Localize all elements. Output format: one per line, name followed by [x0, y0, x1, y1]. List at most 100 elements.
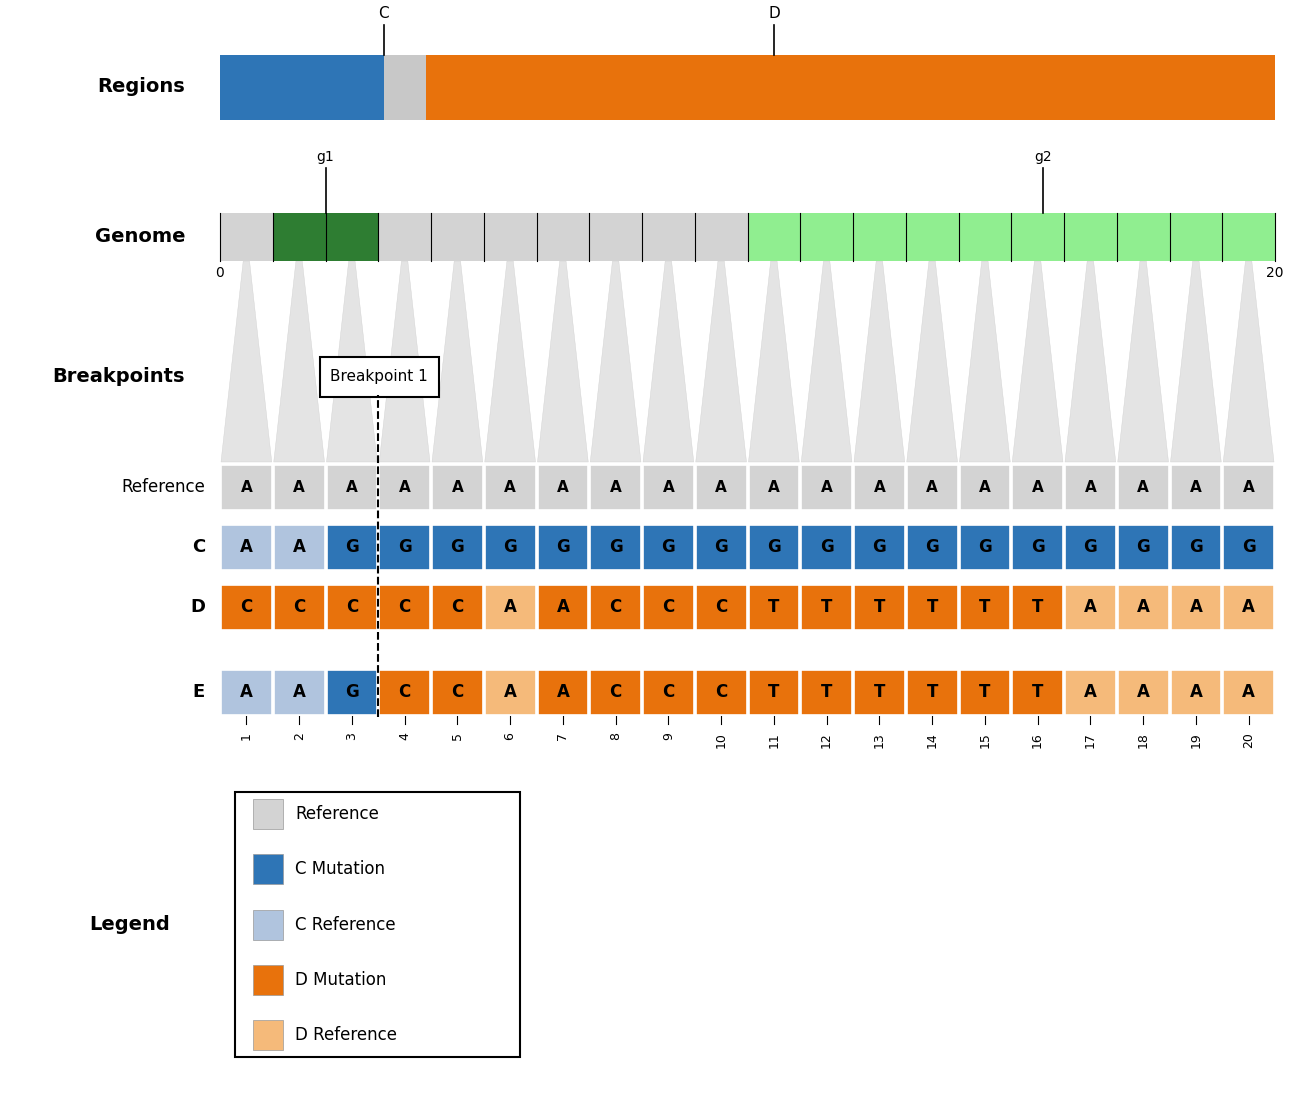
FancyBboxPatch shape	[1065, 465, 1116, 509]
Text: 18: 18	[1137, 732, 1150, 748]
Text: 1: 1	[240, 732, 253, 739]
Text: A: A	[1137, 479, 1149, 495]
Text: C: C	[378, 6, 389, 21]
FancyBboxPatch shape	[432, 525, 483, 569]
Text: T: T	[1032, 598, 1044, 615]
FancyBboxPatch shape	[273, 525, 324, 569]
FancyBboxPatch shape	[960, 465, 1010, 509]
Text: A: A	[1190, 683, 1203, 701]
Text: A: A	[926, 479, 937, 495]
FancyBboxPatch shape	[1117, 584, 1169, 630]
FancyBboxPatch shape	[432, 465, 483, 509]
FancyBboxPatch shape	[801, 584, 852, 630]
Text: A: A	[557, 479, 569, 495]
Text: Genome: Genome	[95, 228, 185, 247]
Polygon shape	[1065, 261, 1116, 462]
Text: A: A	[293, 479, 305, 495]
Text: 13: 13	[873, 732, 886, 747]
Text: C: C	[293, 598, 305, 615]
Text: A: A	[1032, 479, 1044, 495]
Text: A: A	[1190, 479, 1201, 495]
Text: G: G	[345, 683, 358, 701]
Text: T: T	[873, 598, 885, 615]
Bar	[273, 213, 378, 261]
FancyBboxPatch shape	[960, 525, 1010, 569]
Text: E: E	[193, 683, 205, 701]
FancyBboxPatch shape	[484, 525, 536, 569]
Text: 7: 7	[557, 732, 570, 739]
Text: A: A	[504, 479, 516, 495]
Text: T: T	[768, 683, 780, 701]
Text: g1: g1	[316, 151, 335, 164]
Polygon shape	[1170, 261, 1221, 462]
FancyBboxPatch shape	[327, 670, 377, 714]
Text: C: C	[452, 598, 463, 615]
FancyBboxPatch shape	[801, 465, 852, 509]
Text: C: C	[662, 683, 675, 701]
FancyBboxPatch shape	[273, 465, 324, 509]
Text: G: G	[926, 538, 939, 556]
Text: C: C	[609, 683, 622, 701]
Text: C: C	[399, 598, 411, 615]
Polygon shape	[1224, 261, 1274, 462]
Text: G: G	[609, 538, 622, 556]
FancyBboxPatch shape	[907, 465, 957, 509]
Text: C: C	[609, 598, 622, 615]
Bar	[383, 54, 425, 120]
FancyBboxPatch shape	[379, 670, 429, 714]
FancyBboxPatch shape	[748, 525, 800, 569]
Text: G: G	[873, 538, 886, 556]
Bar	[253, 910, 284, 940]
Bar	[253, 1020, 284, 1051]
FancyBboxPatch shape	[1170, 525, 1221, 569]
FancyBboxPatch shape	[748, 465, 800, 509]
FancyBboxPatch shape	[591, 670, 641, 714]
Text: g2: g2	[1035, 151, 1052, 164]
Text: G: G	[978, 538, 991, 556]
Text: 2: 2	[293, 732, 306, 739]
FancyBboxPatch shape	[484, 584, 536, 630]
FancyBboxPatch shape	[1012, 584, 1064, 630]
Text: G: G	[1190, 538, 1203, 556]
FancyBboxPatch shape	[221, 465, 272, 509]
Text: G: G	[662, 538, 675, 556]
Text: 12: 12	[821, 732, 834, 747]
FancyBboxPatch shape	[1224, 465, 1274, 509]
Polygon shape	[484, 261, 536, 462]
FancyBboxPatch shape	[1065, 525, 1116, 569]
FancyBboxPatch shape	[1170, 670, 1221, 714]
Text: T: T	[821, 598, 832, 615]
Text: 10: 10	[714, 732, 727, 748]
FancyBboxPatch shape	[748, 584, 800, 630]
Bar	[253, 799, 284, 829]
Text: T: T	[979, 598, 990, 615]
Text: 19: 19	[1190, 732, 1203, 747]
Text: A: A	[293, 538, 306, 556]
FancyBboxPatch shape	[853, 525, 905, 569]
FancyBboxPatch shape	[537, 525, 588, 569]
FancyBboxPatch shape	[960, 584, 1010, 630]
Polygon shape	[853, 261, 905, 462]
Text: A: A	[1242, 479, 1254, 495]
FancyBboxPatch shape	[801, 525, 852, 569]
Text: A: A	[504, 683, 516, 701]
FancyBboxPatch shape	[907, 670, 957, 714]
Text: A: A	[768, 479, 780, 495]
Text: A: A	[716, 479, 727, 495]
Text: A: A	[1085, 683, 1096, 701]
Bar	[253, 855, 284, 884]
Text: A: A	[1190, 598, 1203, 615]
FancyBboxPatch shape	[379, 465, 429, 509]
Bar	[235, 792, 520, 1057]
FancyBboxPatch shape	[696, 465, 747, 509]
Text: D Reference: D Reference	[295, 1026, 397, 1044]
FancyBboxPatch shape	[1065, 670, 1116, 714]
Text: A: A	[399, 479, 411, 495]
Text: D: D	[768, 6, 780, 21]
FancyBboxPatch shape	[221, 525, 272, 569]
Text: A: A	[557, 683, 570, 701]
FancyBboxPatch shape	[1012, 670, 1064, 714]
Text: A: A	[557, 598, 570, 615]
Polygon shape	[591, 261, 641, 462]
FancyBboxPatch shape	[1012, 465, 1064, 509]
